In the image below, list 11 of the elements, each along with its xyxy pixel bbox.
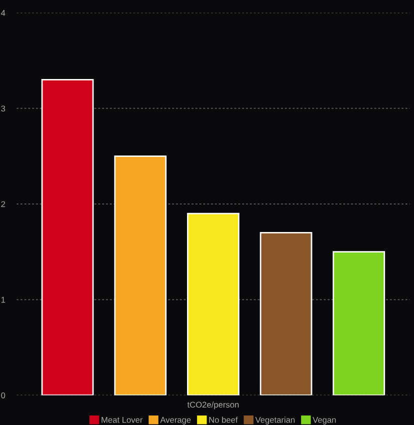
legend-label: Average xyxy=(160,416,191,424)
legend-label: Vegetarian xyxy=(255,416,295,424)
x-axis-title: tCO2e/person xyxy=(187,402,239,410)
legend-label: Vegan xyxy=(312,416,336,424)
y-tick-label: 3 xyxy=(1,106,6,112)
legend-label: Meat Lover xyxy=(102,416,143,423)
y-tick-label: 4 xyxy=(1,10,6,16)
legend-label: No beef xyxy=(209,416,238,423)
y-tick-label: 1 xyxy=(1,296,6,303)
y-tick-label: 2 xyxy=(1,201,6,208)
y-tick-label: 0 xyxy=(1,392,6,398)
